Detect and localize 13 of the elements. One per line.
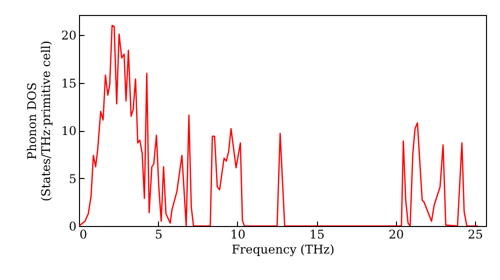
y-tick-label: 20 bbox=[61, 28, 76, 43]
y-axis-title: Phonon DOS (States/THz·primitive cell) bbox=[25, 40, 54, 202]
line-series bbox=[79, 24, 479, 226]
x-tick-label: 0 bbox=[80, 228, 88, 242]
y-tick-label: 15 bbox=[61, 76, 76, 90]
x-tick-label: 25 bbox=[468, 228, 484, 242]
y-tick-label: 5 bbox=[68, 172, 76, 186]
x-axis-title: Frequency (THz) bbox=[232, 242, 334, 256]
x-tick-label: 20 bbox=[388, 228, 404, 242]
x-tick-label: 5 bbox=[154, 228, 163, 242]
y-tick-label: 10 bbox=[61, 124, 76, 138]
x-tick-label: 10 bbox=[230, 228, 246, 242]
x-tick-label: 15 bbox=[309, 228, 325, 242]
